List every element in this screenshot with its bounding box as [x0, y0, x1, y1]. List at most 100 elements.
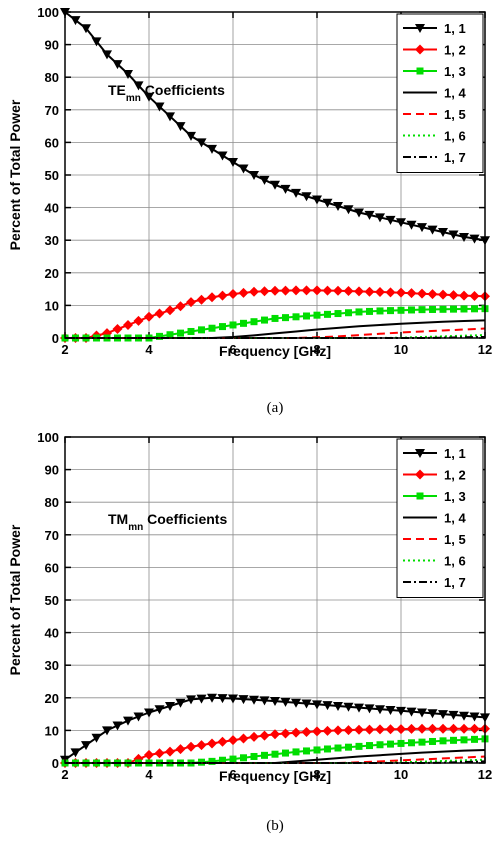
- panel-b-data-point-2: [438, 723, 448, 734]
- panel-b-data-point-3: [324, 745, 331, 753]
- panel-b-x-tick-label: 4: [145, 767, 153, 782]
- panel-a-data-point-3: [334, 310, 342, 318]
- panel-b-data-point-1: [438, 710, 448, 720]
- panel-a-y-tick-label: 0: [52, 331, 59, 346]
- panel-a-data-point-2: [364, 286, 375, 297]
- panel-a-data-point-2: [196, 294, 207, 305]
- panel-b-legend-label-5: 1, 5: [444, 532, 466, 547]
- panel-b-data-point-1: [280, 697, 291, 707]
- panel-b-data-point-1: [238, 695, 249, 705]
- panel-b-x-axis-label: Frequency [GHz]: [219, 768, 331, 784]
- panel-b-caption: (b): [266, 818, 284, 834]
- panel-b-x-tick-label: 2: [61, 767, 68, 782]
- panel-a-data-point-1: [144, 92, 154, 102]
- panel-a-data-point-3: [250, 318, 258, 326]
- panel-a-data-point-3: [208, 324, 216, 332]
- panel-b-annotation-main: TM: [108, 511, 128, 527]
- panel-b-data-point-2: [427, 723, 438, 734]
- panel-a-data-point-2: [112, 324, 123, 335]
- panel-b-data-point-2: [238, 733, 249, 744]
- panel-b-series-markers-1: [60, 693, 490, 765]
- panel-b-data-point-1: [70, 748, 81, 758]
- panel-b-data-point-1: [301, 699, 312, 709]
- panel-a-data-point-2: [301, 285, 312, 296]
- panel-b-data-point-2: [396, 724, 406, 735]
- panel-b-data-point-3: [208, 757, 216, 765]
- panel-b-annotation-rest: Coefficients: [143, 511, 227, 527]
- panel-b-data-point-1: [123, 716, 133, 726]
- panel-a-data-point-2: [291, 285, 301, 296]
- panel-b-y-tick-label: 100: [37, 430, 59, 445]
- panel-b-data-point-2: [154, 748, 165, 759]
- panel-a-x-tick-label: 12: [478, 342, 492, 357]
- panel-b-data-point-1: [448, 710, 459, 720]
- panel-a-data-point-2: [459, 290, 469, 301]
- panel-b-legend-label-6: 1, 6: [444, 554, 466, 569]
- panel-a-plot-border: [64, 11, 486, 339]
- panel-a-data-point-3: [271, 314, 279, 322]
- panel-a-data-point-1: [123, 69, 133, 79]
- panel-b-data-point-1: [154, 705, 165, 715]
- panel-a-data-point-1: [165, 112, 175, 122]
- panel-a-data-point-1: [385, 215, 396, 225]
- panel-b-legend-marker-1: [415, 449, 425, 458]
- panel-a-data-point-2: [375, 287, 385, 298]
- panel-b-data-point-3: [418, 738, 426, 746]
- panel-b-data-point-1: [228, 694, 238, 704]
- panel-b-y-tick-label: 40: [45, 626, 59, 641]
- panel-a-data-point-1: [417, 223, 427, 233]
- panel-b-annotation-sub: mn: [128, 522, 143, 533]
- panel-a-y-tick-label: 10: [45, 298, 59, 313]
- panel-a-legend-label-4: 1, 4: [444, 86, 466, 101]
- panel-a-data-point-2: [228, 288, 238, 299]
- panel-b-data-point-2: [228, 735, 238, 746]
- panel-a-legend: 1, 1 1, 2 1, 3 1, 4 1, 5 1, 6 1, 7: [396, 13, 484, 173]
- panel-a-data-point-2: [259, 286, 270, 297]
- panel-a-data-point-3: [240, 319, 247, 327]
- panel-a-data-point-1: [280, 184, 291, 194]
- panel-a-data-point-2: [343, 286, 354, 297]
- panel-b-data-point-2: [217, 736, 228, 747]
- panel-a-data-point-3: [397, 306, 405, 314]
- panel-a-legend-marker-1: [415, 24, 425, 33]
- panel-b-data-point-2: [280, 728, 291, 739]
- panel-b-y-tick-label: 50: [45, 593, 59, 608]
- panel-a-data-point-1: [217, 151, 228, 161]
- panel-a-data-point-3: [408, 306, 415, 314]
- panel-b-y-axis-label: Percent of Total Power: [7, 524, 23, 675]
- panel-a-data-point-3: [219, 323, 226, 331]
- panel-b-data-point-1: [175, 698, 186, 708]
- panel-a-legend-label-3: 1, 3: [444, 64, 466, 79]
- panel-a-data-point-2: [385, 287, 396, 298]
- panel-a-data-point-3: [345, 309, 352, 317]
- panel-a-data-point-1: [438, 228, 448, 238]
- panel-b-data-point-3: [250, 752, 258, 760]
- panel-a-data-point-3: [429, 305, 436, 313]
- panel-a-data-point-2: [249, 286, 259, 297]
- panel-a-data-point-1: [291, 188, 301, 198]
- panel-a-data-point-1: [406, 220, 417, 230]
- panel-a-data-point-2: [312, 285, 322, 296]
- panel-b-data-point-3: [282, 749, 289, 757]
- panel-b-legend-label-7: 1, 7: [444, 575, 466, 590]
- panel-a-data-point-1: [270, 180, 280, 190]
- panel-a-data-point-2: [406, 288, 417, 299]
- panel-a-data-point-1: [186, 131, 196, 141]
- panel-a-data-point-1: [91, 37, 102, 47]
- panel-a-data-point-3: [376, 307, 384, 315]
- panel-a-data-point-3: [439, 305, 447, 313]
- panel-b-data-point-2: [343, 725, 354, 736]
- panel-a-y-tick-label: 70: [45, 103, 59, 118]
- panel-a-data-point-1: [154, 102, 165, 112]
- panel-b-data-point-1: [165, 701, 175, 711]
- panel-a-data-point-3: [418, 306, 426, 314]
- panel-b-data-point-1: [354, 703, 364, 713]
- panel-a-data-point-3: [324, 310, 331, 318]
- panel-b-data-point-1: [385, 706, 396, 716]
- panel-b-data-point-1: [207, 693, 217, 703]
- panel-b-data-point-1: [375, 705, 385, 715]
- panel-b-data-point-2: [175, 744, 186, 755]
- panel-b-data-point-2: [144, 749, 154, 760]
- panel-b-y-tick-label: 20: [45, 691, 59, 706]
- panel-a-data-point-3: [156, 332, 163, 340]
